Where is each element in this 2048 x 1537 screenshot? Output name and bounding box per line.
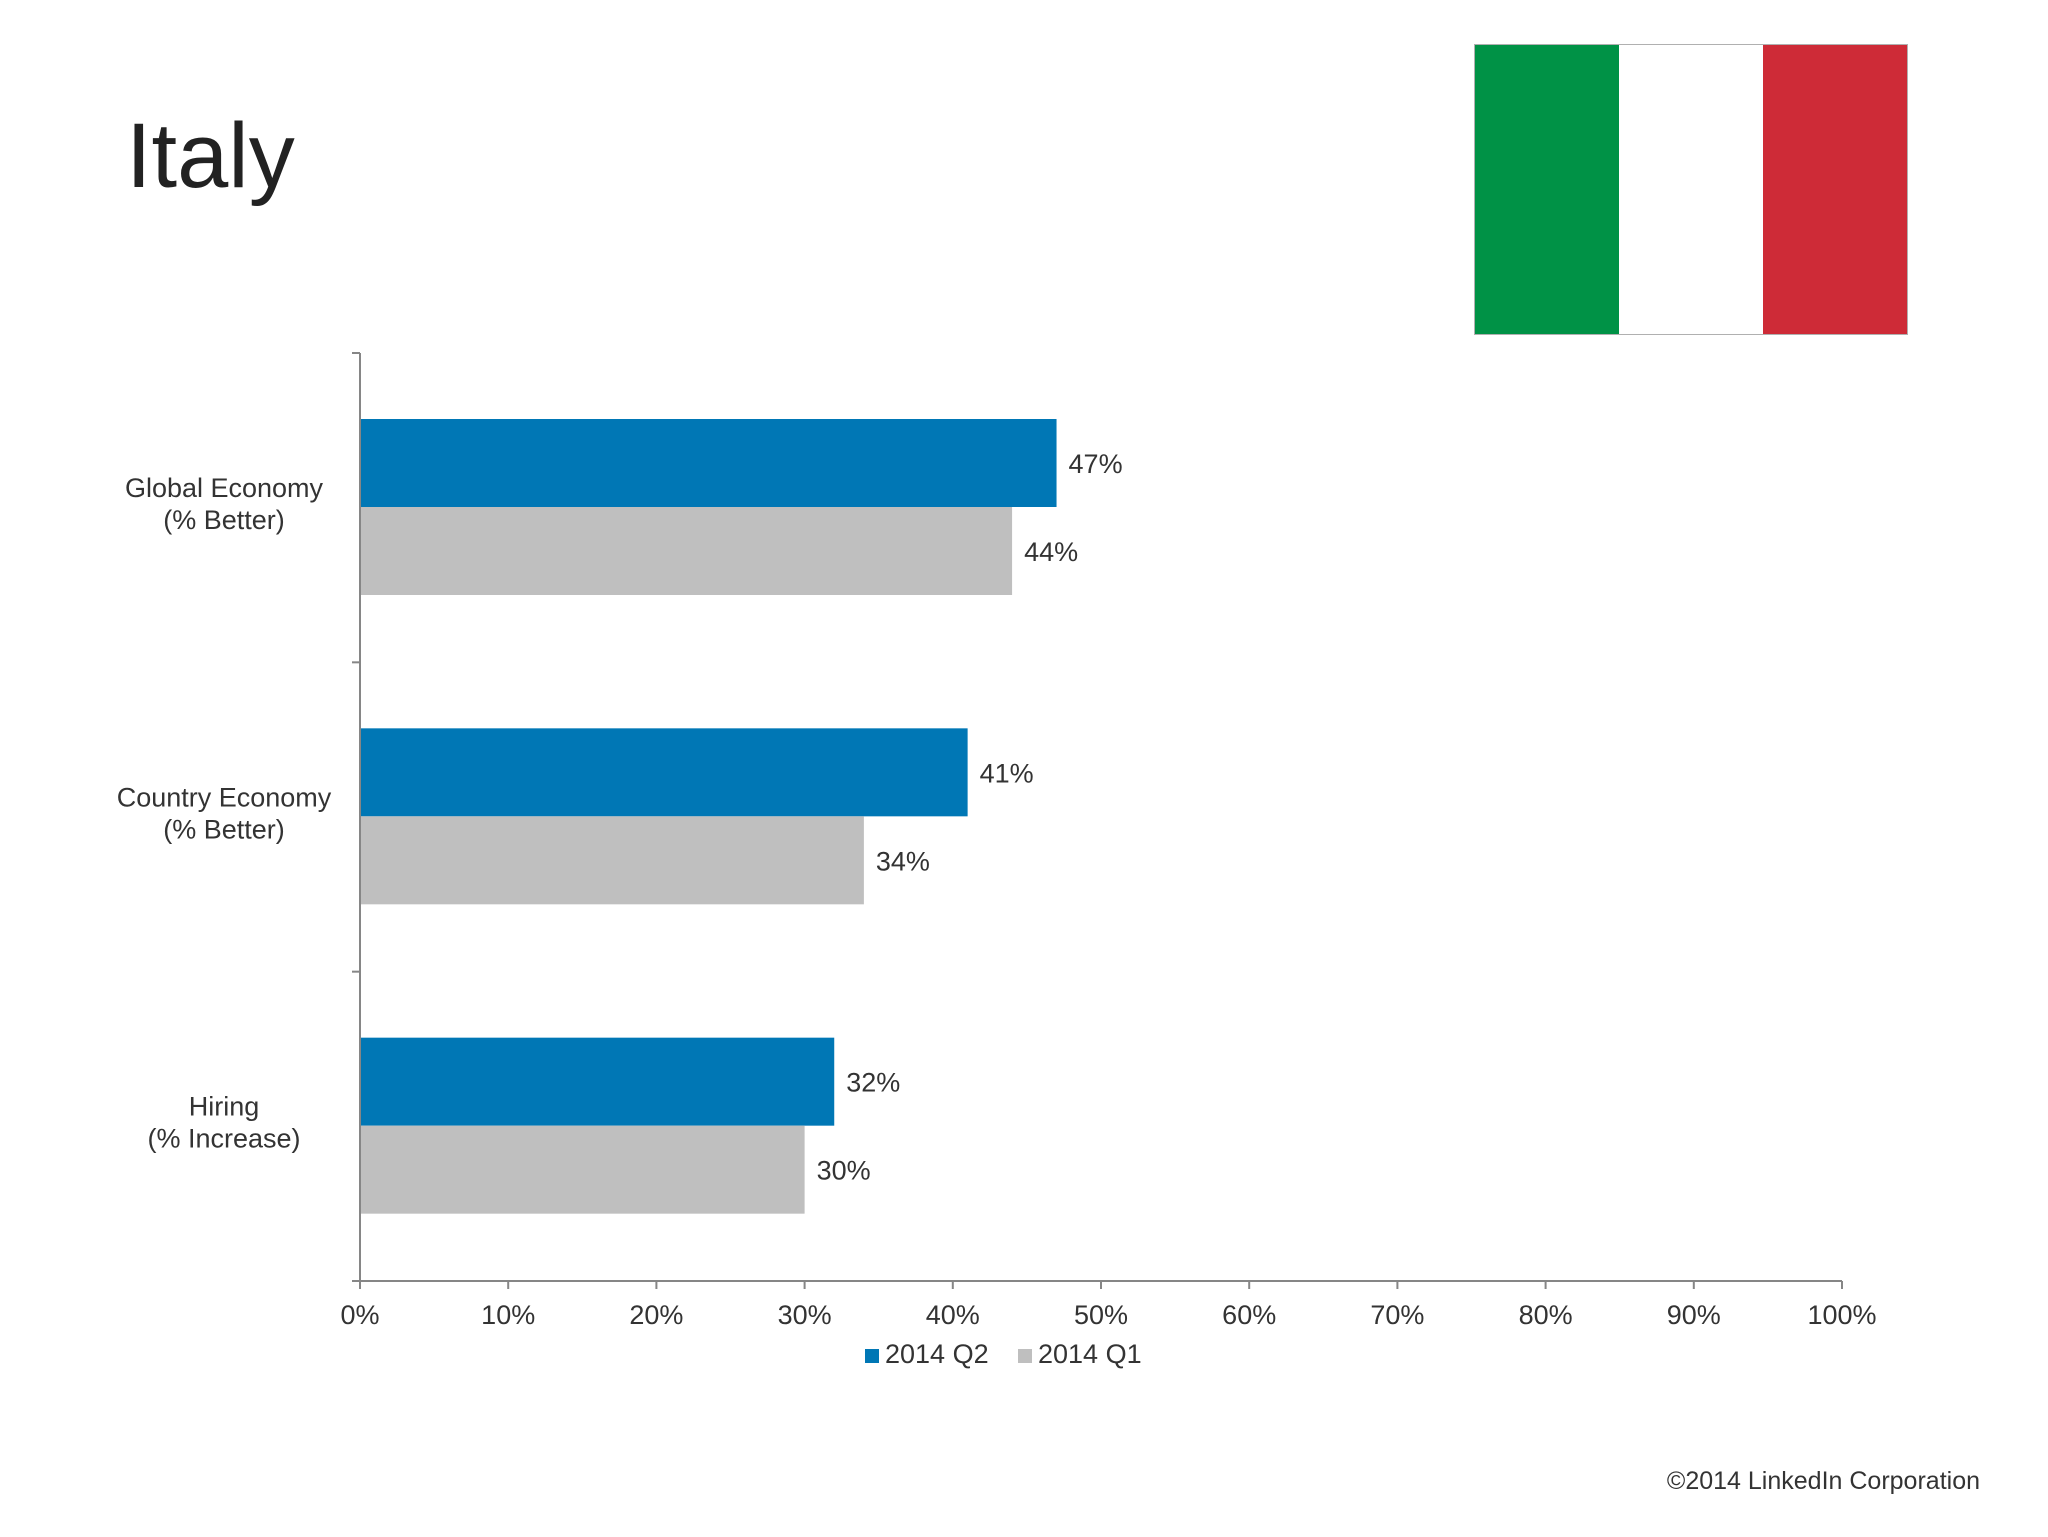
category-label: (% Better) (163, 814, 285, 844)
x-tick-label: 90% (1667, 1300, 1721, 1330)
data-label: 47% (1069, 449, 1123, 479)
legend-swatch (1018, 1349, 1032, 1363)
legend-swatch (865, 1349, 879, 1363)
category-label: Global Economy (125, 473, 324, 503)
category-label: Hiring (189, 1092, 260, 1122)
legend-label: 2014 Q1 (1038, 1339, 1142, 1369)
bar-2014-q2 (360, 1037, 835, 1126)
bar-2014-q2 (360, 419, 1057, 507)
data-label: 41% (980, 758, 1034, 788)
x-tick-label: 0% (340, 1300, 379, 1330)
x-tick-label: 50% (1074, 1300, 1128, 1330)
legend-label: 2014 Q2 (885, 1339, 989, 1369)
flag-red-stripe (1763, 45, 1907, 334)
x-tick-label: 40% (926, 1300, 980, 1330)
data-label: 34% (876, 846, 930, 876)
flag-white-stripe (1619, 45, 1763, 334)
bar-2014-q1 (360, 1125, 805, 1214)
copyright-text: ©2014 LinkedIn Corporation (1666, 1467, 1980, 1495)
page-title: Italy (126, 105, 295, 207)
italy-flag (1474, 44, 1908, 335)
bar-2014-q1 (360, 816, 864, 905)
data-label: 44% (1024, 537, 1078, 567)
x-tick-label: 10% (481, 1300, 535, 1330)
x-tick-label: 100% (1807, 1300, 1876, 1330)
x-tick-label: 60% (1222, 1300, 1276, 1330)
flag-green-stripe (1475, 45, 1619, 334)
category-label: Country Economy (117, 782, 332, 812)
data-label: 30% (817, 1156, 871, 1186)
x-tick-label: 20% (629, 1300, 683, 1330)
x-tick-label: 70% (1370, 1300, 1424, 1330)
x-tick-label: 30% (778, 1300, 832, 1330)
data-label: 32% (846, 1068, 900, 1098)
bar-2014-q1 (360, 507, 1013, 595)
category-label: (% Better) (163, 505, 285, 535)
category-label: (% Increase) (147, 1124, 300, 1154)
x-tick-label: 80% (1519, 1300, 1573, 1330)
bar-2014-q2 (360, 728, 968, 817)
